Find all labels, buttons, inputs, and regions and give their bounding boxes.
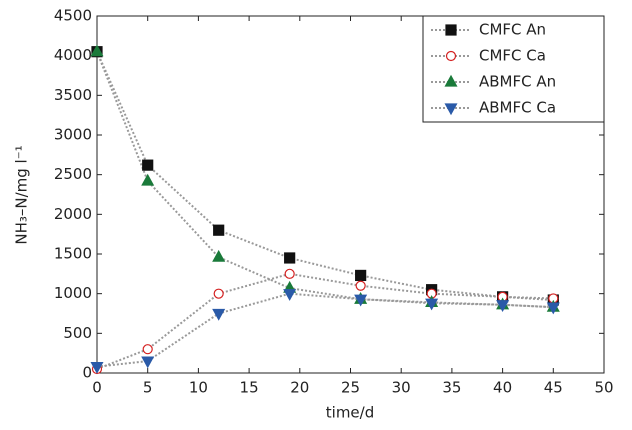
x-tick-label: 40: [493, 379, 512, 397]
y-tick-label: 3500: [54, 86, 92, 104]
x-tick-label: 0: [92, 379, 102, 397]
data-point: [142, 159, 154, 171]
data-point: [355, 280, 366, 291]
x-tick-label: 30: [392, 379, 411, 397]
x-tick-label: 5: [143, 379, 153, 397]
series-line: [96, 292, 554, 368]
y-tick-label: 0: [82, 364, 92, 382]
data-point: [142, 344, 153, 355]
x-axis-label: time/d: [326, 404, 374, 422]
y-axis-label: NH₃–N/mg l⁻¹: [13, 145, 31, 244]
legend-marker: [445, 24, 457, 36]
series-line: [96, 272, 554, 370]
data-point: [141, 356, 155, 369]
data-point: [546, 302, 560, 315]
data-point: [496, 300, 510, 313]
y-tick-label: 3000: [54, 126, 92, 144]
data-point: [141, 173, 155, 186]
data-point: [355, 269, 367, 282]
y-tick-label: 4500: [54, 7, 92, 25]
legend-marker: [445, 50, 457, 62]
data-point: [90, 362, 104, 374]
y-tick-label: 1000: [54, 284, 92, 302]
y-tick-label: 4000: [54, 46, 92, 64]
legend-label: ABMFC Ca: [479, 99, 556, 117]
legend-label: ABMFC An: [479, 73, 556, 91]
data-point: [213, 224, 225, 236]
x-tick-label: 10: [189, 379, 208, 397]
y-tick-label: 2000: [54, 205, 92, 223]
data-point: [212, 308, 226, 321]
x-tick-label: 35: [442, 379, 461, 397]
legend-label: CMFC An: [479, 21, 546, 39]
data-point: [354, 294, 368, 307]
data-point: [425, 298, 439, 311]
x-tick-label: 15: [240, 379, 259, 397]
data-point: [213, 288, 224, 299]
legend-label: CMFC Ca: [479, 47, 546, 65]
y-tick-label: 2500: [54, 165, 92, 183]
y-tick-label: 500: [63, 324, 92, 342]
x-tick-label: 20: [290, 379, 309, 397]
x-tick-label: 50: [594, 379, 613, 397]
data-point: [283, 289, 297, 301]
x-tick-label: 45: [544, 379, 563, 397]
x-tick-label: 25: [341, 379, 360, 397]
data-point: [284, 252, 296, 264]
legend-marker: [444, 74, 458, 87]
data-point: [284, 268, 295, 279]
legend-marker: [444, 103, 458, 116]
series-line: [96, 51, 554, 309]
data-point: [90, 44, 104, 57]
data-point: [212, 249, 226, 262]
y-tick-label: 1500: [54, 245, 92, 263]
